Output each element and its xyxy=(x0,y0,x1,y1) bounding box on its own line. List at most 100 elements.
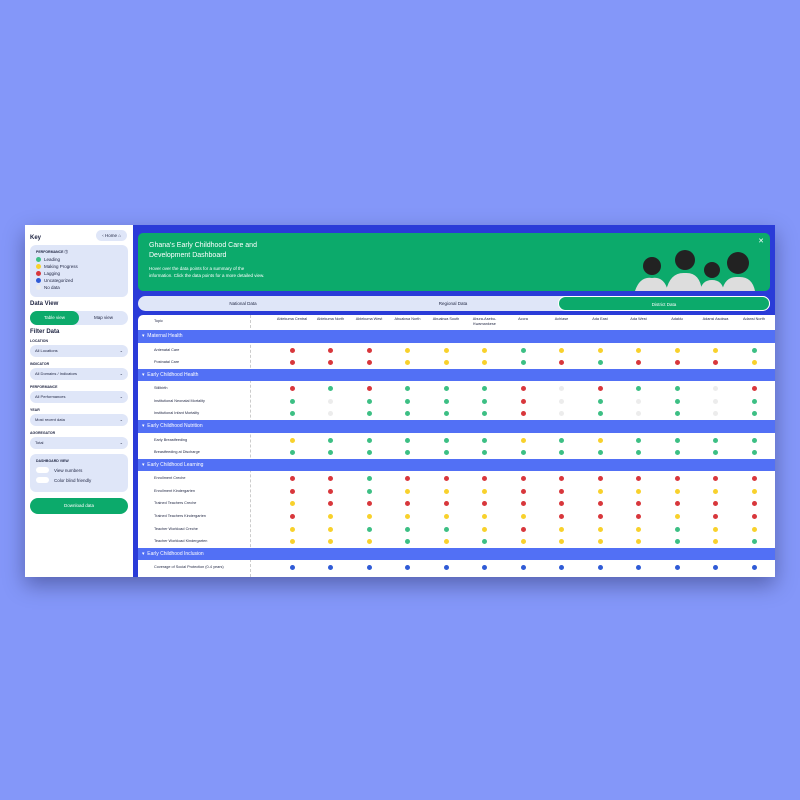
group-row[interactable]: ▾ Early Childhood Inclusion xyxy=(138,547,775,561)
status-dot[interactable] xyxy=(405,526,410,532)
status-dot[interactable] xyxy=(289,514,295,519)
status-dot[interactable] xyxy=(636,450,641,456)
status-dot[interactable] xyxy=(751,411,757,417)
column-header[interactable]: Adansi North xyxy=(743,317,765,321)
status-dot[interactable] xyxy=(559,565,564,571)
status-dot[interactable] xyxy=(751,360,757,366)
column-header[interactable]: Adaklu xyxy=(671,317,683,321)
status-dot[interactable] xyxy=(751,437,757,443)
status-dot[interactable] xyxy=(366,411,372,417)
status-dot[interactable] xyxy=(636,526,641,532)
status-dot[interactable] xyxy=(713,539,718,545)
status-dot[interactable] xyxy=(482,514,487,519)
status-dot[interactable] xyxy=(405,347,410,353)
status-dot[interactable] xyxy=(674,514,680,519)
status-dot[interactable] xyxy=(597,539,603,545)
column-header[interactable]: Ablekuma North xyxy=(316,317,345,321)
status-dot[interactable] xyxy=(597,526,603,532)
column-header[interactable]: Ada West xyxy=(630,317,647,321)
status-dot[interactable] xyxy=(520,437,526,443)
status-dot[interactable] xyxy=(328,539,333,545)
status-dot[interactable] xyxy=(751,476,757,482)
status-dot[interactable] xyxy=(713,411,718,417)
status-dot[interactable] xyxy=(328,398,333,404)
status-dot[interactable] xyxy=(405,488,410,494)
status-dot[interactable] xyxy=(713,347,718,353)
status-dot[interactable] xyxy=(520,398,526,404)
status-dot[interactable] xyxy=(289,437,295,443)
status-dot[interactable] xyxy=(674,450,680,456)
status-dot[interactable] xyxy=(443,526,449,532)
status-dot[interactable] xyxy=(751,398,757,404)
status-dot[interactable] xyxy=(482,450,487,456)
status-dot[interactable] xyxy=(751,450,757,456)
status-dot[interactable] xyxy=(366,488,372,494)
status-dot[interactable] xyxy=(559,386,564,392)
status-dot[interactable] xyxy=(443,411,449,417)
color-blind-toggle[interactable]: Color blind friendly xyxy=(36,477,122,483)
status-dot[interactable] xyxy=(674,476,680,482)
status-dot[interactable] xyxy=(674,488,680,494)
status-dot[interactable] xyxy=(289,398,295,404)
status-dot[interactable] xyxy=(443,347,449,353)
status-dot[interactable] xyxy=(482,386,487,392)
column-header[interactable]: Abuakwa South xyxy=(432,317,460,321)
status-dot[interactable] xyxy=(713,386,718,392)
status-dot[interactable] xyxy=(636,411,641,417)
status-dot[interactable] xyxy=(520,360,526,366)
status-dot[interactable] xyxy=(751,347,757,353)
status-dot[interactable] xyxy=(674,539,680,545)
status-dot[interactable] xyxy=(520,411,526,417)
status-dot[interactable] xyxy=(597,398,603,404)
status-dot[interactable] xyxy=(482,565,487,571)
status-dot[interactable] xyxy=(366,514,372,519)
status-dot[interactable] xyxy=(405,450,410,456)
toggle-switch[interactable] xyxy=(36,467,49,473)
status-dot[interactable] xyxy=(713,437,718,443)
group-row[interactable]: ▾ Early Childhood Nutrition xyxy=(138,420,775,433)
status-dot[interactable] xyxy=(443,514,449,519)
status-dot[interactable] xyxy=(366,450,372,456)
status-dot[interactable] xyxy=(636,501,641,507)
status-dot[interactable] xyxy=(597,347,603,353)
status-dot[interactable] xyxy=(597,386,603,392)
status-dot[interactable] xyxy=(597,360,603,366)
group-row[interactable]: ▾ Early Childhood Learning xyxy=(138,458,775,472)
table-view-button[interactable]: Table view xyxy=(30,311,79,325)
status-dot[interactable] xyxy=(482,476,487,482)
status-dot[interactable] xyxy=(520,347,526,353)
map-view-button[interactable]: Map view xyxy=(93,315,113,320)
status-dot[interactable] xyxy=(482,501,487,507)
status-dot[interactable] xyxy=(597,565,603,571)
status-dot[interactable] xyxy=(443,437,449,443)
status-dot[interactable] xyxy=(520,386,526,392)
filter-select[interactable]: Total ⌄ xyxy=(30,437,128,449)
status-dot[interactable] xyxy=(443,398,449,404)
status-dot[interactable] xyxy=(520,539,526,545)
status-dot[interactable] xyxy=(328,360,333,366)
status-dot[interactable] xyxy=(713,488,718,494)
status-dot[interactable] xyxy=(559,514,564,519)
status-dot[interactable] xyxy=(482,437,487,443)
status-dot[interactable] xyxy=(713,360,718,366)
status-dot[interactable] xyxy=(328,386,333,392)
status-dot[interactable] xyxy=(559,411,564,417)
status-dot[interactable] xyxy=(289,360,295,366)
status-dot[interactable] xyxy=(559,539,564,545)
status-dot[interactable] xyxy=(482,539,487,545)
status-dot[interactable] xyxy=(520,488,526,494)
status-dot[interactable] xyxy=(289,386,295,392)
status-dot[interactable] xyxy=(482,360,487,366)
close-icon[interactable]: ✕ xyxy=(758,238,764,245)
column-header[interactable]: Ablekuma Central xyxy=(276,317,308,321)
status-dot[interactable] xyxy=(443,539,449,545)
status-dot[interactable] xyxy=(713,450,718,456)
status-dot[interactable] xyxy=(289,476,295,482)
status-dot[interactable] xyxy=(328,565,333,571)
status-dot[interactable] xyxy=(482,347,487,353)
status-dot[interactable] xyxy=(597,476,603,482)
status-dot[interactable] xyxy=(328,347,333,353)
status-dot[interactable] xyxy=(482,526,487,532)
status-dot[interactable] xyxy=(751,386,757,392)
status-dot[interactable] xyxy=(328,450,333,456)
